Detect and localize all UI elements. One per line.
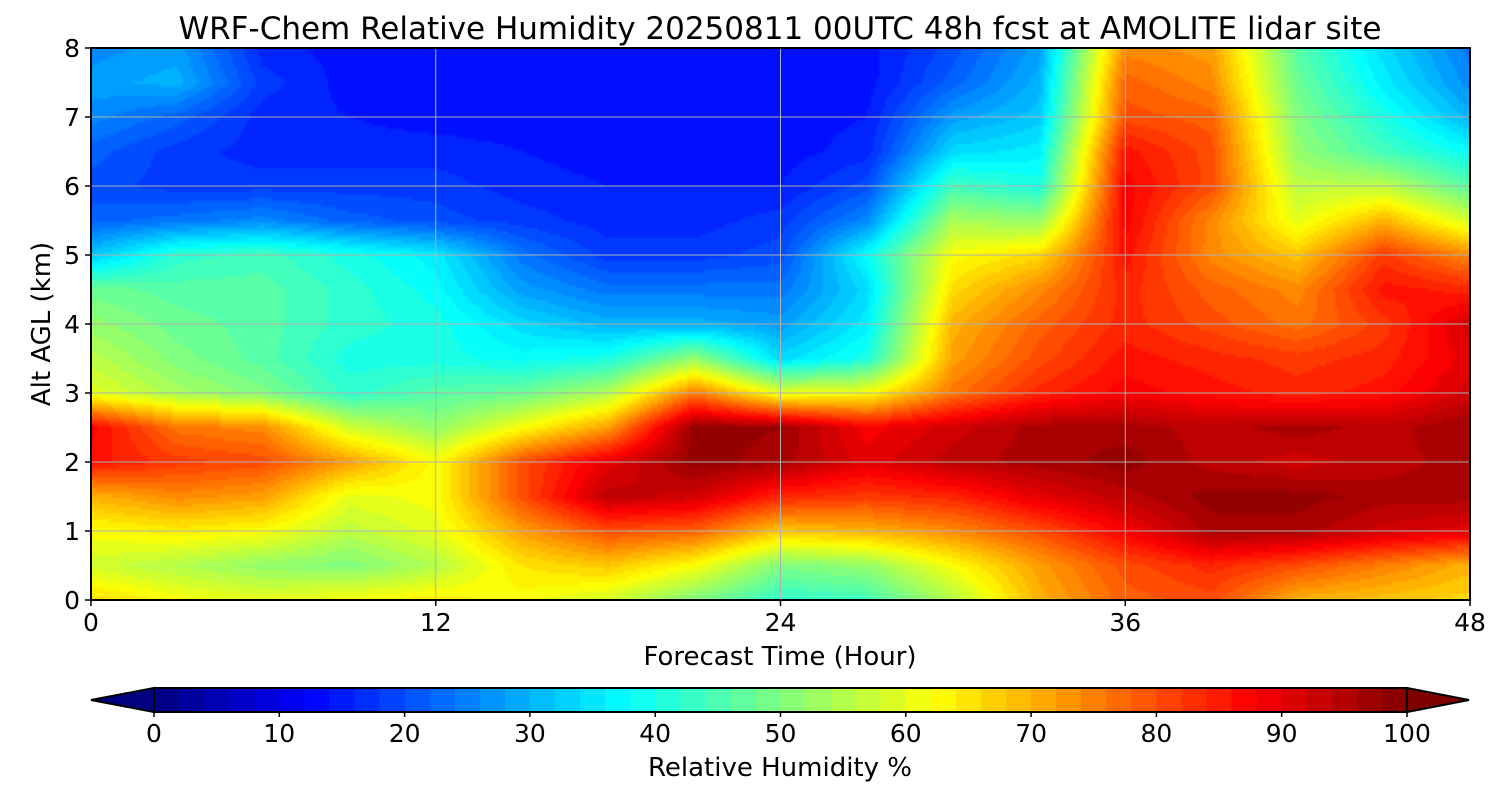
colorbar-tick-label: 70 [1015,719,1047,748]
colorbar-tick-label: 90 [1266,719,1298,748]
colorbar-segment [1281,688,1308,712]
colorbar-segment [1206,688,1233,712]
plot-area [90,47,1471,601]
colorbar-segment [855,688,882,712]
y-axis-label: Alt AGL (km) [27,242,57,406]
x-tick-label: 36 [1109,608,1141,637]
colorbar-segment [1056,688,1082,712]
colorbar-segment [1381,688,1408,712]
colorbar-segment [179,688,205,712]
colorbar-segment [229,688,255,712]
colorbar-segment [1106,688,1132,712]
colorbar-segment [905,688,932,712]
colorbar-segment [1306,688,1333,712]
colorbar-segments [154,688,1408,712]
colorbar-segment [980,688,1007,712]
colorbar-segment [404,688,431,712]
y-tick-label: 8 [64,34,80,63]
y-tick-label: 1 [64,517,80,546]
colorbar-segment [730,688,757,712]
y-tick-label: 3 [64,379,80,408]
colorbar-segment [930,688,957,712]
colorbar-segment [755,688,782,712]
colorbar-segment [780,688,807,712]
colorbar-segment [479,688,506,712]
colorbar-segment [154,688,180,712]
colorbar-segment [1006,688,1032,712]
x-tick-label: 12 [420,608,452,637]
colorbar-tick-label: 60 [890,719,922,748]
colorbar-segment [955,688,982,712]
colorbar-tick-label: 20 [389,719,421,748]
colorbar-segment [279,688,305,712]
colorbar-segment [1256,688,1283,712]
colorbar-segment [1231,688,1258,712]
colorbar-segment [504,688,531,712]
y-tick-label: 6 [64,172,80,201]
colorbar-segment [655,688,681,712]
colorbar-segment [304,688,331,712]
colorbar-segment [329,688,356,712]
x-tick-label: 0 [83,608,99,637]
colorbar-segment [354,688,381,712]
colorbar-ticks: 0 10 20 30 40 50 60 70 80 90 100 [146,712,1431,748]
x-tick-label: 24 [765,608,797,637]
colorbar-segment [1081,688,1107,712]
colorbar-extend-high [1406,686,1470,714]
colorbar-segment [680,688,706,712]
colorbar-label: Relative Humidity % [648,753,912,783]
colorbar-tick-label: 100 [1383,719,1431,748]
colorbar-segment [454,688,481,712]
colorbar: 0 10 20 30 40 50 60 70 80 90 100 Relative Humidity… [90,686,1470,783]
colorbar-segment [1356,688,1383,712]
colorbar-segment [1181,688,1208,712]
colorbar-tick-label: 50 [765,719,797,748]
x-axis: 0 12 24 36 48 [83,600,1486,637]
x-axis-label: Forecast Time (Hour) [643,642,916,672]
y-tick-label: 0 [64,586,80,615]
colorbar-tick-label: 80 [1140,719,1172,748]
grid [91,48,1470,600]
colorbar-extend-low [90,686,155,714]
colorbar-segment [630,688,656,712]
colorbar-tick-label: 0 [146,719,162,748]
colorbar-segment [605,688,631,712]
y-tick-label: 5 [64,241,80,270]
colorbar-segment [529,688,556,712]
colorbar-segment [1031,688,1057,712]
colorbar-segment [580,688,606,712]
colorbar-segment [379,688,406,712]
colorbar-segment [554,688,581,712]
colorbar-segment [254,688,280,712]
colorbar-tick-label: 10 [263,719,295,748]
chart-title: WRF-Chem Relative Humidity 20250811 00UT… [178,11,1381,47]
y-tick-label: 4 [64,310,80,339]
colorbar-segment [204,688,230,712]
y-tick-label: 2 [64,448,80,477]
colorbar-segment [429,688,456,712]
colorbar-segment [1331,688,1358,712]
x-tick-label: 48 [1454,608,1486,637]
colorbar-segment [705,688,731,712]
colorbar-segment [880,688,907,712]
colorbar-tick-label: 30 [514,719,546,748]
colorbar-segment [805,688,832,712]
colorbar-tick-label: 40 [639,719,671,748]
y-axis: 0 1 2 3 4 5 6 7 8 [64,34,91,615]
colorbar-segment [1156,688,1183,712]
y-tick-label: 7 [64,103,80,132]
colorbar-segment [1131,688,1157,712]
colorbar-segment [830,688,857,712]
